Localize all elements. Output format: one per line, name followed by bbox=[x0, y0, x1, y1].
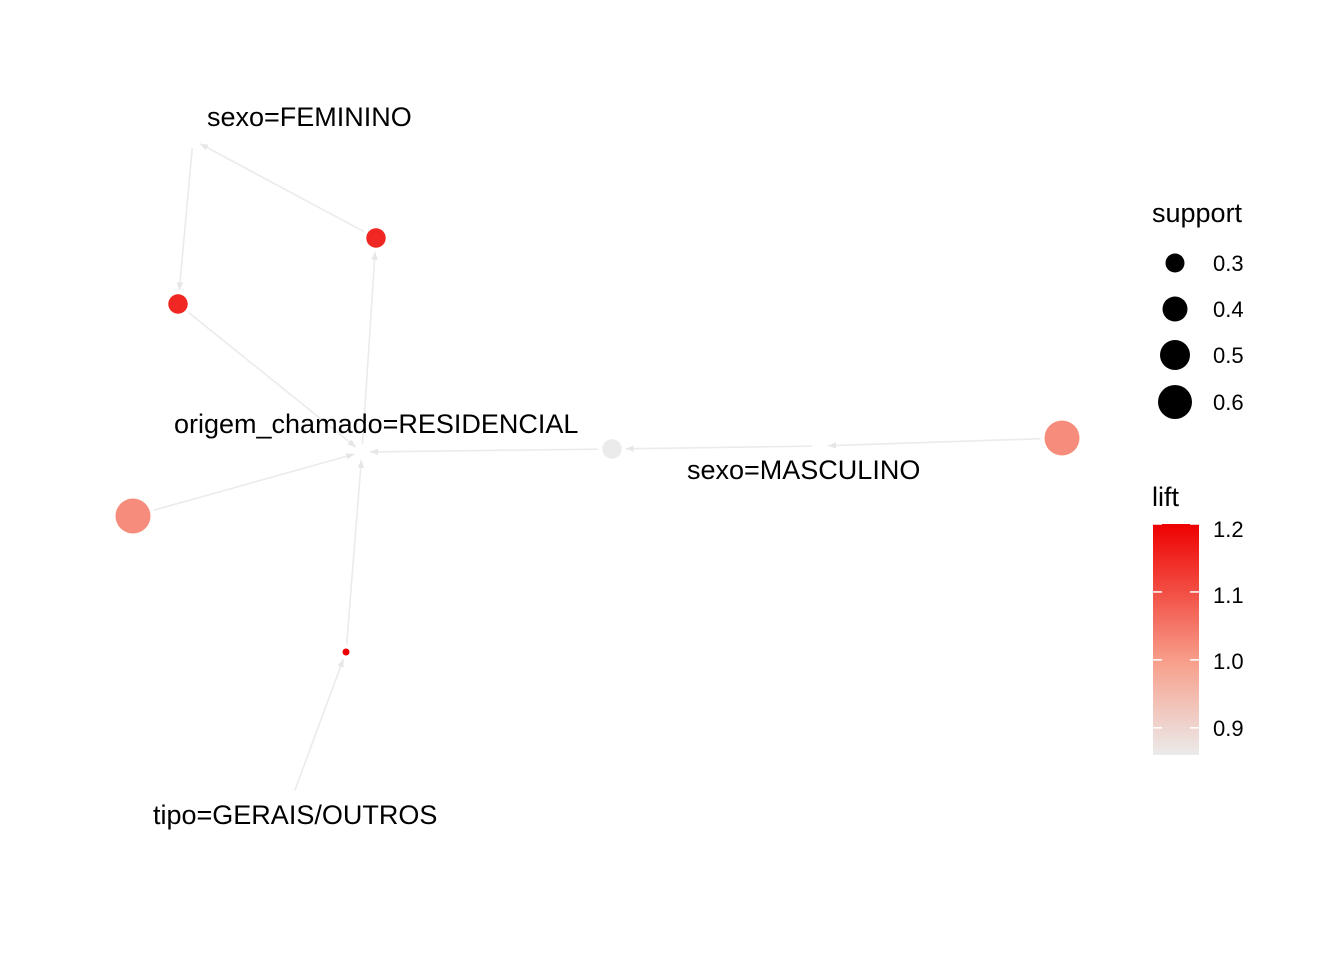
support-legend-label-0-3: 0.3 bbox=[1213, 251, 1244, 276]
lift-legend-label-1-2: 1.2 bbox=[1213, 517, 1244, 542]
support-legend-title: support bbox=[1152, 198, 1243, 228]
rule-node-r3 bbox=[602, 439, 622, 459]
rule-nodes-layer bbox=[115, 228, 1080, 656]
support-legend-key-0-6 bbox=[1158, 385, 1192, 419]
item-label-sexo-feminino: sexo=FEMININO bbox=[207, 102, 412, 132]
support-legend-label-0-4: 0.4 bbox=[1213, 297, 1244, 322]
edge-r1-to-fem bbox=[199, 143, 365, 233]
edge-r3-to-res bbox=[369, 448, 599, 456]
lift-colorbar bbox=[1153, 524, 1199, 755]
item-label-origem-residencial: origem_chamado=RESIDENCIAL bbox=[174, 409, 578, 439]
support-legend-label-0-5: 0.5 bbox=[1213, 343, 1244, 368]
lift-legend-label-1-1: 1.1 bbox=[1213, 583, 1244, 608]
item-labels-layer: sexo=FEMININO origem_chamado=RESIDENCIAL… bbox=[153, 102, 920, 830]
item-label-tipo-gerais-outros: tipo=GERAIS/OUTROS bbox=[153, 800, 437, 830]
edge-res-to-r1 bbox=[361, 251, 378, 445]
lift-legend-label-1-0: 1.0 bbox=[1213, 649, 1244, 674]
edge-r2-to-res bbox=[188, 311, 357, 448]
edge-r5-to-res bbox=[153, 453, 355, 511]
support-legend-key-0-4 bbox=[1162, 296, 1188, 322]
item-label-sexo-masculino: sexo=MASCULINO bbox=[687, 455, 920, 485]
edge-r6-to-res bbox=[345, 459, 364, 645]
rule-node-r6 bbox=[342, 648, 350, 656]
support-legend-key-0-3 bbox=[1165, 253, 1185, 273]
lift-legend-label-0-9: 0.9 bbox=[1213, 716, 1244, 741]
lift-legend: lift 1.2 1.1 1.0 0.9 bbox=[1152, 482, 1244, 755]
lift-colorbar-ticks bbox=[1153, 523, 1199, 729]
rule-node-r5 bbox=[115, 498, 151, 534]
edge-tipo-to-r6 bbox=[294, 658, 345, 791]
edges-layer bbox=[153, 143, 1041, 791]
lift-legend-title: lift bbox=[1152, 482, 1179, 512]
support-legend-key-0-5 bbox=[1160, 340, 1190, 370]
edge-r4-to-masc bbox=[827, 437, 1041, 449]
support-legend: support 0.3 0.4 0.5 0.6 bbox=[1152, 198, 1244, 419]
rule-node-r2 bbox=[168, 294, 188, 314]
support-legend-label-0-6: 0.6 bbox=[1213, 390, 1244, 415]
rule-node-r1 bbox=[366, 228, 386, 248]
rule-node-r4 bbox=[1044, 420, 1080, 456]
edge-masc-to-r3 bbox=[625, 445, 813, 452]
edge-fem-to-r2 bbox=[176, 147, 194, 291]
